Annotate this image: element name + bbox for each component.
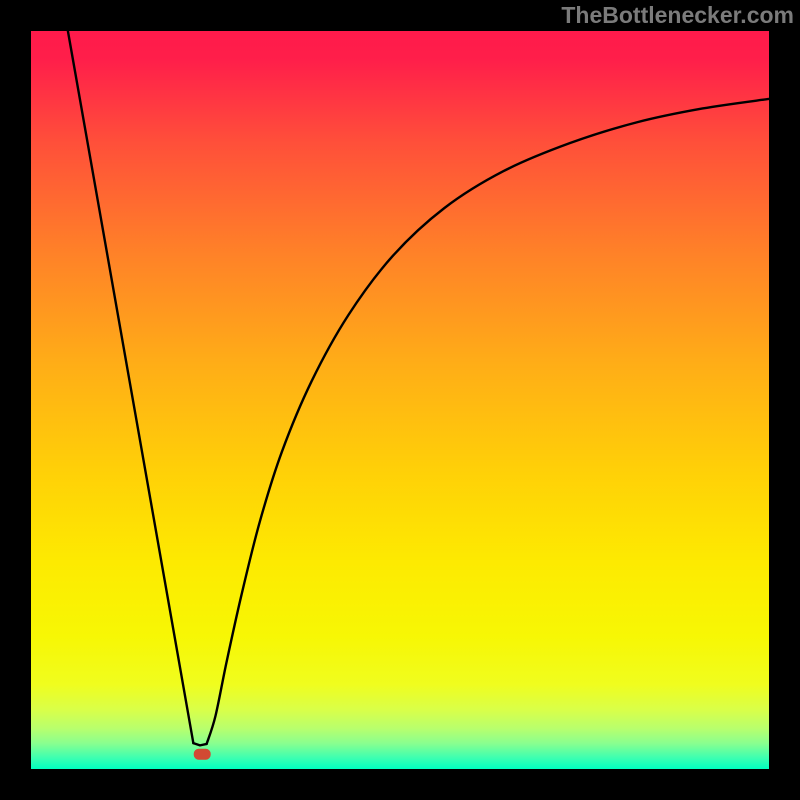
- bottleneck-curve: [207, 99, 769, 744]
- bottleneck-curve: [68, 31, 193, 743]
- minimum-marker: [194, 749, 211, 760]
- watermark-text: TheBottlenecker.com: [561, 2, 794, 29]
- bottleneck-curve: [193, 743, 206, 745]
- curve-overlay: [31, 31, 769, 769]
- plot-area: [31, 31, 769, 769]
- chart-frame: TheBottlenecker.com: [0, 0, 800, 800]
